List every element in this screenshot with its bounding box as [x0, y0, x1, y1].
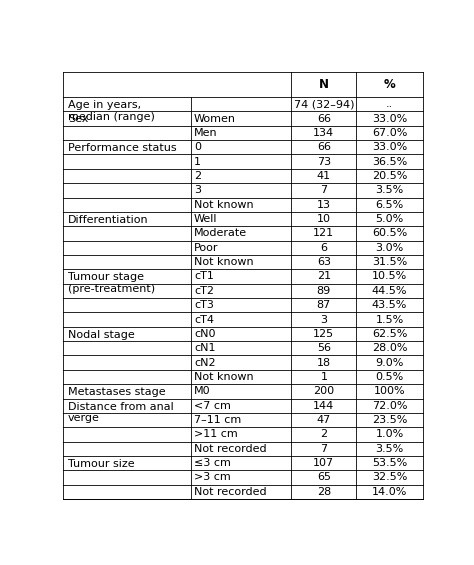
Text: Not known: Not known [194, 257, 254, 267]
Text: Moderate: Moderate [194, 228, 247, 238]
Text: 1.0%: 1.0% [375, 429, 403, 440]
Text: 53.5%: 53.5% [372, 458, 407, 468]
Text: 23.5%: 23.5% [372, 415, 407, 425]
Text: cN0: cN0 [194, 329, 215, 339]
Text: Age in years,
median (range): Age in years, median (range) [68, 100, 155, 121]
Text: M0: M0 [194, 386, 210, 396]
Text: 65: 65 [317, 472, 331, 483]
Text: Nodal stage: Nodal stage [68, 330, 135, 340]
Text: 33.0%: 33.0% [372, 142, 407, 153]
Text: 63: 63 [317, 257, 331, 267]
Text: 10.5%: 10.5% [372, 272, 407, 281]
Text: 121: 121 [313, 228, 334, 238]
Text: cT3: cT3 [194, 300, 214, 310]
Text: 18: 18 [317, 358, 331, 368]
Text: 2: 2 [320, 429, 328, 440]
Text: 89: 89 [317, 286, 331, 296]
Text: 56: 56 [317, 344, 331, 353]
Text: 32.5%: 32.5% [372, 472, 407, 483]
Text: 14.0%: 14.0% [372, 487, 407, 497]
Text: 5.0%: 5.0% [375, 214, 403, 224]
Text: 107: 107 [313, 458, 334, 468]
Text: 60.5%: 60.5% [372, 228, 407, 238]
Text: 1.5%: 1.5% [375, 315, 403, 324]
Text: 47: 47 [317, 415, 331, 425]
Text: 66: 66 [317, 114, 331, 124]
Text: cT2: cT2 [194, 286, 214, 296]
Text: 20.5%: 20.5% [372, 171, 407, 181]
Text: N: N [319, 78, 329, 91]
Text: Not known: Not known [194, 372, 254, 382]
Text: Distance from anal
verge: Distance from anal verge [68, 402, 173, 423]
Text: 1: 1 [194, 157, 201, 167]
Text: 73: 73 [317, 157, 331, 167]
Text: %: % [383, 78, 395, 91]
Text: 144: 144 [313, 401, 335, 411]
Text: Not known: Not known [194, 199, 254, 210]
Text: Tumour size: Tumour size [68, 459, 135, 469]
Text: 134: 134 [313, 128, 334, 138]
Text: 13: 13 [317, 199, 331, 210]
Text: 72.0%: 72.0% [372, 401, 407, 411]
Text: 31.5%: 31.5% [372, 257, 407, 267]
Text: 6: 6 [320, 243, 328, 253]
Text: 43.5%: 43.5% [372, 300, 407, 310]
Text: cN1: cN1 [194, 344, 215, 353]
Text: 200: 200 [313, 386, 334, 396]
Text: 0.5%: 0.5% [375, 372, 403, 382]
Text: Tumour stage
(pre-treatment): Tumour stage (pre-treatment) [68, 272, 155, 294]
Text: Performance status: Performance status [68, 143, 176, 153]
Text: 10: 10 [317, 214, 331, 224]
Text: cT1: cT1 [194, 272, 214, 281]
Text: Metastases stage: Metastases stage [68, 387, 165, 397]
Text: Sex: Sex [68, 115, 88, 124]
Text: 3.5%: 3.5% [375, 185, 403, 195]
Text: Not recorded: Not recorded [194, 444, 266, 454]
Text: 3: 3 [194, 185, 201, 195]
Text: <7 cm: <7 cm [194, 401, 231, 411]
Text: Differentiation: Differentiation [68, 215, 148, 225]
Text: cN2: cN2 [194, 358, 216, 368]
Text: 28: 28 [317, 487, 331, 497]
Text: 3.0%: 3.0% [375, 243, 403, 253]
Text: Men: Men [194, 128, 218, 138]
Text: 9.0%: 9.0% [375, 358, 404, 368]
Text: Poor: Poor [194, 243, 219, 253]
Text: 125: 125 [313, 329, 334, 339]
Text: 67.0%: 67.0% [372, 128, 407, 138]
Text: ≤3 cm: ≤3 cm [194, 458, 231, 468]
Text: cT4: cT4 [194, 315, 214, 324]
Text: 28.0%: 28.0% [372, 344, 407, 353]
Text: 1: 1 [320, 372, 328, 382]
Text: 66: 66 [317, 142, 331, 153]
Text: 87: 87 [317, 300, 331, 310]
Text: >3 cm: >3 cm [194, 472, 231, 483]
Text: 3.5%: 3.5% [375, 444, 403, 454]
Text: Women: Women [194, 114, 236, 124]
Text: 0: 0 [194, 142, 201, 153]
Text: ..: .. [386, 99, 393, 109]
Text: 7: 7 [320, 444, 328, 454]
Text: 3: 3 [320, 315, 328, 324]
Text: 2: 2 [194, 171, 201, 181]
Text: 100%: 100% [374, 386, 405, 396]
Text: 41: 41 [317, 171, 331, 181]
Text: Well: Well [194, 214, 218, 224]
Text: 21: 21 [317, 272, 331, 281]
Text: 62.5%: 62.5% [372, 329, 407, 339]
Text: 74 (32–94): 74 (32–94) [293, 99, 354, 109]
Text: 44.5%: 44.5% [372, 286, 407, 296]
Text: Not recorded: Not recorded [194, 487, 266, 497]
Text: 7–11 cm: 7–11 cm [194, 415, 241, 425]
Text: 36.5%: 36.5% [372, 157, 407, 167]
Text: 6.5%: 6.5% [375, 199, 403, 210]
Text: 33.0%: 33.0% [372, 114, 407, 124]
Text: 7: 7 [320, 185, 328, 195]
Text: >11 cm: >11 cm [194, 429, 237, 440]
